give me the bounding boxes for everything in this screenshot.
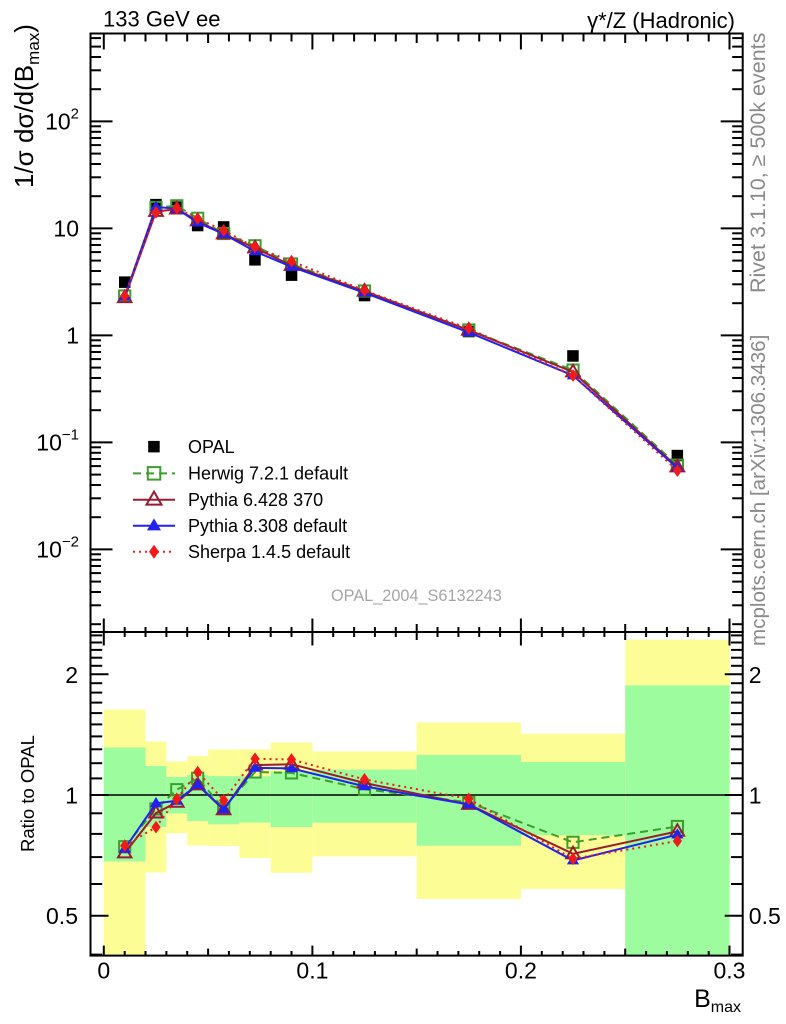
svg-text:Ratio to OPAL: Ratio to OPAL (17, 735, 38, 852)
svg-text:OPAL: OPAL (188, 437, 235, 457)
svg-text:10−1: 10−1 (36, 426, 79, 455)
svg-text:10: 10 (53, 215, 79, 241)
svg-text:0.3: 0.3 (714, 958, 746, 984)
svg-text:OPAL_2004_S6132243: OPAL_2004_S6132243 (331, 587, 502, 605)
svg-text:0.2: 0.2 (505, 958, 537, 984)
svg-text:Rivet 3.1.10, ≥ 500k events: Rivet 3.1.10, ≥ 500k events (746, 33, 770, 293)
svg-text:Herwig 7.2.1 default: Herwig 7.2.1 default (188, 464, 348, 484)
svg-text:mcplots.cern.ch [arXiv:1306.34: mcplots.cern.ch [arXiv:1306.3436] (747, 335, 770, 646)
svg-text:2: 2 (65, 662, 78, 688)
svg-text:Pythia 8.308 default: Pythia 8.308 default (188, 516, 347, 536)
svg-text:0.5: 0.5 (749, 903, 781, 929)
svg-text:2: 2 (749, 662, 762, 688)
svg-text:1: 1 (66, 322, 79, 348)
svg-text:γ*/Z (Hadronic): γ*/Z (Hadronic) (587, 8, 735, 33)
svg-text:1: 1 (749, 783, 762, 809)
svg-text:0.1: 0.1 (296, 958, 328, 984)
svg-text:1: 1 (65, 783, 78, 809)
svg-text:1/σ dσ/d(Bmax): 1/σ dσ/d(Bmax) (9, 24, 43, 188)
svg-text:Pythia 6.428 370: Pythia 6.428 370 (188, 490, 323, 510)
svg-text:Sherpa 1.4.5 default: Sherpa 1.4.5 default (188, 542, 350, 562)
svg-text:0: 0 (97, 958, 110, 984)
svg-text:133 GeV ee: 133 GeV ee (103, 7, 220, 32)
svg-text:0.5: 0.5 (46, 903, 78, 929)
